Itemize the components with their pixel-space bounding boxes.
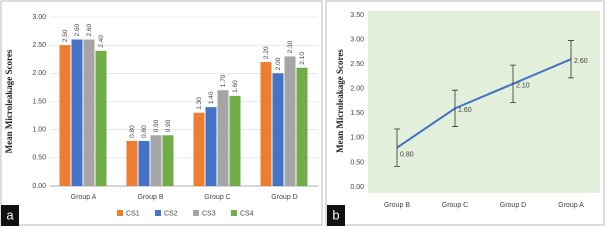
value-label: 0.80 — [129, 125, 136, 138]
y-tick-label: 0.00 — [350, 184, 364, 191]
bar — [71, 39, 83, 187]
y-tick-label: 1.00 — [32, 127, 46, 134]
value-label: 1.60 — [458, 107, 472, 114]
bar — [126, 140, 138, 186]
x-tick-label: Group D — [271, 194, 297, 201]
error-bar — [568, 40, 574, 79]
error-bar — [394, 128, 400, 167]
bar — [138, 140, 150, 186]
y-tick-label: 3.00 — [32, 14, 46, 21]
legend-swatch — [193, 210, 199, 216]
bar — [193, 112, 205, 186]
bar — [150, 135, 162, 186]
value-label: 2.10 — [299, 52, 306, 65]
legend-label: CS3 — [202, 210, 216, 217]
legend-swatch — [155, 210, 161, 216]
value-label: 1.60 — [232, 80, 239, 93]
plot-area — [368, 11, 600, 193]
value-label: 2.50 — [62, 29, 69, 42]
value-label: 0.90 — [153, 119, 160, 132]
bar — [296, 67, 308, 186]
value-label: 2.30 — [287, 40, 294, 53]
y-tick-label: 2.50 — [32, 42, 46, 49]
value-label: 0.80 — [141, 125, 148, 138]
value-label: 2.20 — [263, 46, 270, 59]
value-label: 2.00 — [275, 57, 282, 70]
x-tick-label: Group D — [500, 202, 526, 209]
y-axis-title: Mean Microleakage Scores — [335, 49, 345, 153]
y-tick-label: 2.00 — [32, 70, 46, 77]
x-tick-label: Group A — [71, 194, 97, 201]
y-tick-label: 3.00 — [350, 36, 364, 43]
bar — [229, 95, 241, 186]
bar — [205, 107, 217, 186]
bar — [217, 90, 229, 186]
line — [396, 58, 572, 149]
value-label: 1.40 — [208, 91, 215, 104]
y-tick-label: 3.50 — [350, 12, 364, 19]
y-tick-label: 0.00 — [32, 183, 46, 190]
x-tick-label: Group C — [204, 194, 230, 201]
x-tick-label: Group A — [558, 202, 584, 209]
x-tick-label: Group C — [442, 202, 468, 209]
value-label: 1.30 — [196, 97, 203, 110]
panel-label: b — [332, 207, 339, 222]
value-label: 2.40 — [98, 35, 105, 48]
bar — [59, 45, 71, 186]
value-label: 0.90 — [165, 119, 172, 132]
value-label: 2.60 — [86, 23, 93, 36]
bar — [95, 50, 107, 186]
y-tick-label: 1.50 — [350, 110, 364, 117]
y-tick-label: 2.00 — [350, 86, 364, 93]
bar — [260, 62, 272, 186]
bar — [272, 73, 284, 186]
bar — [83, 39, 95, 187]
y-tick-label: 0.50 — [350, 159, 364, 166]
error-bar — [510, 64, 516, 103]
y-tick-label: 2.50 — [350, 61, 364, 68]
x-tick-label: Group B — [137, 194, 163, 201]
legend-swatch — [231, 210, 237, 216]
panel-label-box — [1, 205, 19, 226]
legend-swatch — [117, 210, 123, 216]
panel-label: a — [6, 207, 14, 222]
panel-label-box — [327, 205, 345, 226]
value-label: 1.70 — [220, 74, 227, 87]
y-tick-label: 1.00 — [350, 135, 364, 142]
bar — [162, 135, 174, 186]
value-label: 2.60 — [74, 23, 81, 36]
error-bar — [452, 89, 458, 127]
y-tick-label: 0.50 — [32, 155, 46, 162]
y-axis-title: Mean Microleakage Scores — [4, 49, 14, 153]
value-label: 2.60 — [574, 58, 588, 65]
bar — [284, 56, 296, 186]
figure: 0.00 0.50 1.00 1.50 2.00 2.50 3.00 Mean Microle… — [0, 0, 605, 226]
legend-label: CS1 — [126, 210, 140, 217]
x-tick-label: Group B — [384, 202, 410, 209]
value-label: 2.10 — [516, 83, 530, 90]
legend-label: CS4 — [240, 210, 254, 217]
legend-label: CS2 — [164, 210, 178, 217]
value-label: 0.80 — [400, 152, 414, 159]
y-tick-label: 1.50 — [32, 98, 46, 105]
